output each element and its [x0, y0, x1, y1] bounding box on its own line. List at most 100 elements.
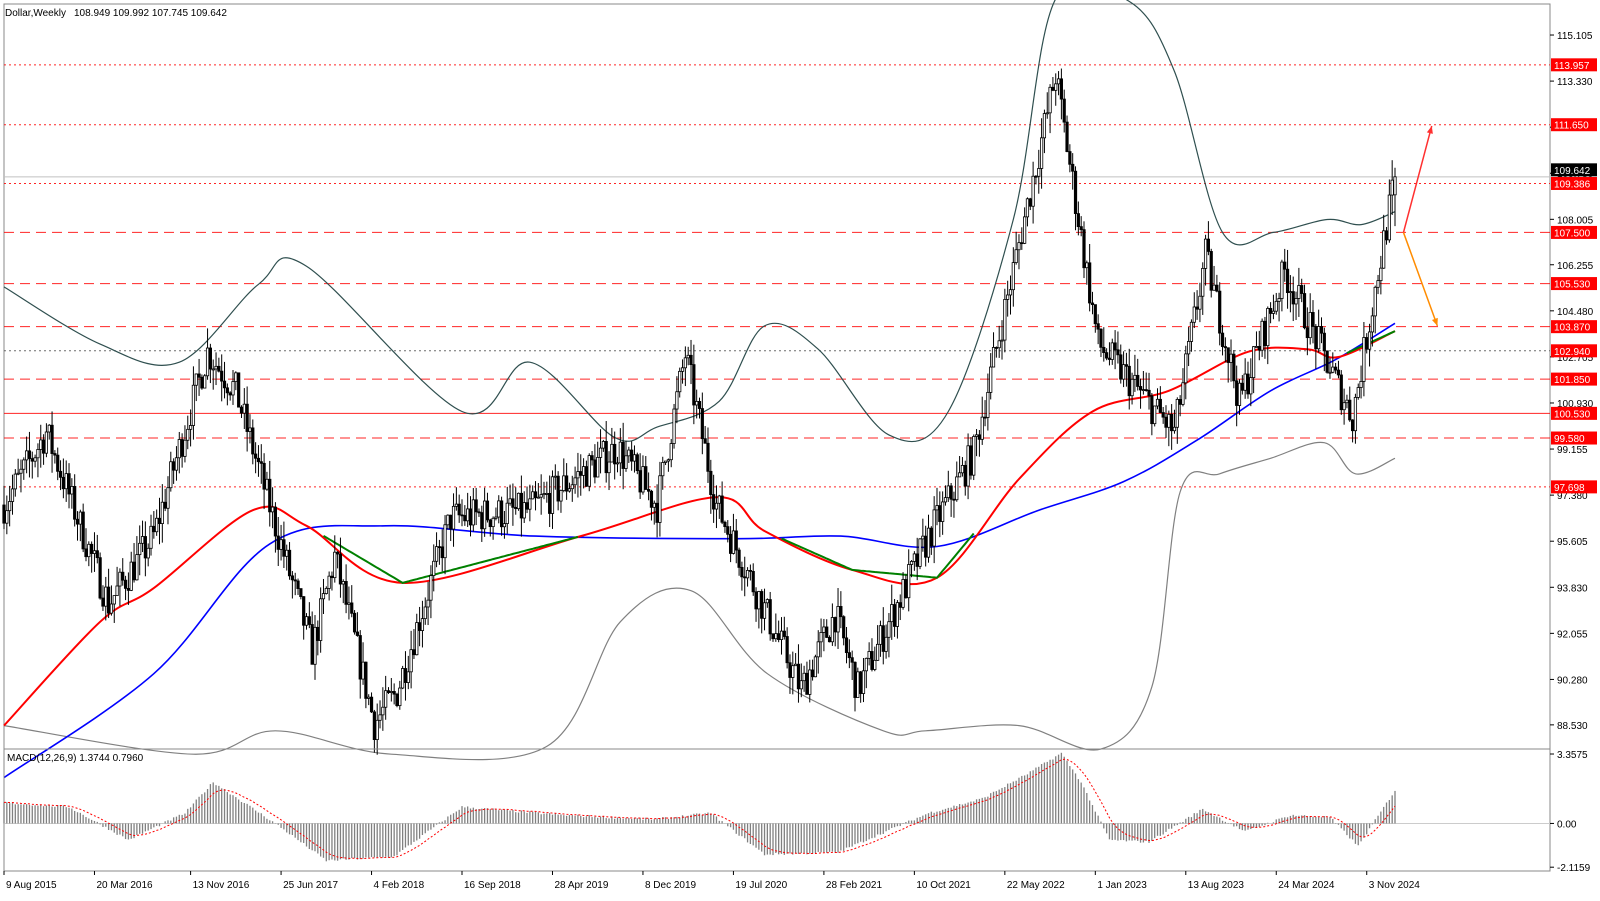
candle-body — [1350, 419, 1355, 432]
candle-body — [449, 514, 453, 530]
candle-body — [457, 503, 461, 516]
candle-body — [946, 485, 950, 499]
candle-body — [1184, 353, 1188, 384]
candle-body — [121, 571, 125, 581]
candle-body — [726, 526, 730, 535]
candle-body — [912, 553, 916, 562]
candle-body — [1085, 262, 1089, 269]
candle-body — [788, 662, 792, 678]
candle-body — [1175, 399, 1179, 428]
candle-body — [1096, 323, 1100, 330]
candle-body — [1249, 377, 1253, 395]
candle-body — [290, 575, 294, 581]
candle-body — [350, 602, 354, 614]
candle-body — [593, 459, 597, 478]
candle-body — [95, 550, 99, 559]
candle-body — [78, 511, 82, 525]
candle-body — [819, 632, 823, 643]
candle-body — [785, 636, 789, 664]
candle-body — [135, 554, 139, 581]
candle-body — [262, 462, 266, 490]
candle-body — [330, 575, 334, 579]
candle-body — [293, 579, 297, 582]
macd-signal-line — [4, 758, 1396, 860]
candle-body — [434, 546, 439, 562]
candle-body — [1119, 354, 1123, 380]
candle-body — [412, 649, 416, 656]
macd-pane[interactable]: MACD(12,26,9) 1.3744 0.7960 — [3, 748, 1551, 872]
candle-body — [13, 473, 17, 490]
level-badge-109.386 — [1551, 176, 1597, 190]
candle-body — [1116, 349, 1120, 356]
candle-body — [890, 604, 894, 623]
candle-body — [200, 376, 204, 389]
candle-body — [1223, 346, 1227, 349]
candle-body — [429, 575, 433, 601]
candle-body — [522, 502, 526, 519]
candle-body — [406, 671, 410, 683]
current-price-badge — [1551, 163, 1597, 177]
candle-body — [1025, 198, 1030, 218]
candle-body — [565, 475, 569, 492]
candle-body — [499, 500, 504, 528]
candle-body — [833, 617, 837, 633]
candle-body — [630, 449, 634, 462]
candle-body — [1252, 346, 1256, 378]
candle-body — [1359, 381, 1363, 388]
candle-body — [477, 511, 481, 514]
candle-body — [180, 439, 184, 457]
candle-body — [709, 470, 713, 495]
candle-body — [1079, 226, 1083, 231]
candle-body — [632, 454, 637, 462]
candle-body — [132, 561, 136, 581]
candle-body — [1285, 268, 1290, 294]
chart-symbol-label: Dollar,Weekly — [5, 8, 66, 19]
bollinger-lower-line — [3, 441, 1396, 761]
candle-body — [2, 504, 6, 524]
candle-body — [550, 476, 555, 514]
price-axis-label: 97.380 — [1557, 491, 1588, 502]
level-badge-99.580 — [1551, 431, 1597, 445]
candle-body — [67, 473, 71, 495]
time-axis-label: 9 Aug 2015 — [6, 880, 57, 891]
candle-body — [884, 636, 888, 652]
candle-body — [844, 637, 849, 654]
candle-body — [1107, 357, 1112, 360]
candle-body — [839, 606, 843, 618]
candle-body — [822, 626, 826, 633]
candle-body — [618, 441, 622, 464]
candle-body — [270, 506, 275, 513]
candle-body — [655, 502, 659, 523]
candle-body — [1246, 373, 1250, 395]
candle-body — [878, 625, 883, 645]
candle-body — [1342, 402, 1346, 411]
candle-body — [960, 464, 965, 474]
candle-body — [1192, 306, 1196, 323]
candle-body — [1187, 341, 1191, 355]
main-pane[interactable]: Dollar,Weekly 108.949 109.992 107.745 10… — [2, 0, 1551, 779]
candle-body — [638, 470, 642, 493]
candle-body — [389, 691, 393, 693]
candle-body — [505, 502, 509, 525]
level-badges: 113.957 111.650 109.386 107.500 105.530 103.8… — [1551, 58, 1597, 494]
candle-body — [64, 473, 68, 490]
candle-body — [734, 530, 738, 551]
candle-body — [943, 497, 948, 503]
candle-body — [989, 366, 993, 393]
candle-body — [1150, 395, 1154, 425]
candle-body — [1048, 86, 1052, 114]
projection-arrowhead-up — [1426, 126, 1433, 134]
candle-body — [73, 486, 77, 520]
candle-body — [197, 373, 201, 378]
candle-body — [675, 391, 679, 410]
candle-body — [126, 587, 130, 591]
time-axis-label: 1 Jan 2023 — [1097, 880, 1147, 891]
candle-body — [302, 596, 306, 626]
candle-body — [344, 581, 348, 605]
time-axis-label: 16 Sep 2018 — [464, 880, 521, 891]
candle-body — [1011, 262, 1015, 291]
candle-body — [969, 445, 973, 476]
candle-body — [485, 500, 490, 521]
candle-body — [842, 616, 846, 639]
